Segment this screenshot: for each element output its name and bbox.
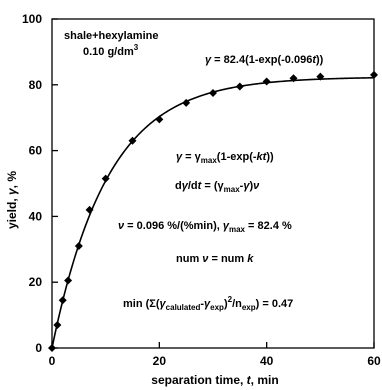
annotation-rate-equation: dγ/dt = (γmax-γ)ν <box>175 180 260 194</box>
data-point <box>235 82 244 91</box>
annotation-model-equation: γ = γmax(1-exp(-kt)) <box>176 151 274 165</box>
data-point <box>101 174 110 183</box>
x-tick-label: 0 <box>49 354 56 368</box>
x-tick-label: 40 <box>260 354 274 368</box>
data-point <box>289 74 298 83</box>
y-tick-label: 20 <box>29 275 43 289</box>
y-tick-label: 0 <box>35 341 42 355</box>
data-point <box>74 242 83 251</box>
plot-area: 0 20 40 60 80 100 0 20 40 60 <box>22 12 381 368</box>
data-point <box>209 89 217 98</box>
data-point <box>316 72 325 81</box>
y-tick-label: 100 <box>22 12 42 26</box>
data-point <box>262 77 271 86</box>
annotation-num-equation: num ν = num k <box>176 253 254 265</box>
y-tick-label: 40 <box>29 209 43 223</box>
data-point <box>48 344 56 352</box>
annotation-concentration: 0.10 g/dm3 <box>83 43 139 58</box>
y-tick-label: 80 <box>29 78 43 92</box>
data-point <box>370 70 378 79</box>
data-point <box>128 136 137 145</box>
x-tick-label: 20 <box>153 354 167 368</box>
plot-frame <box>51 18 375 349</box>
data-point <box>155 115 164 124</box>
data-point <box>58 296 67 305</box>
data-point <box>182 98 191 107</box>
annotation-parameters: ν = 0.096 %/(%min), γmax = 82.4 % <box>118 220 292 234</box>
annotation-fit-equation: γ = 82.4(1-exp(-0.096t)) <box>205 54 324 66</box>
data-point <box>53 320 62 329</box>
annotation-sample: shale+hexylamine <box>64 30 158 42</box>
data-point <box>64 276 73 285</box>
x-axis-label: separation time, t, min <box>151 373 278 387</box>
y-axis-label: yield, γ, % <box>5 171 19 229</box>
x-tick-label: 60 <box>367 354 381 368</box>
annotation-error: min (Σ(γcalulated-γexp)2/nexp) = 0.47 <box>123 295 293 312</box>
y-tick-label: 60 <box>29 144 43 158</box>
data-point <box>85 205 94 214</box>
